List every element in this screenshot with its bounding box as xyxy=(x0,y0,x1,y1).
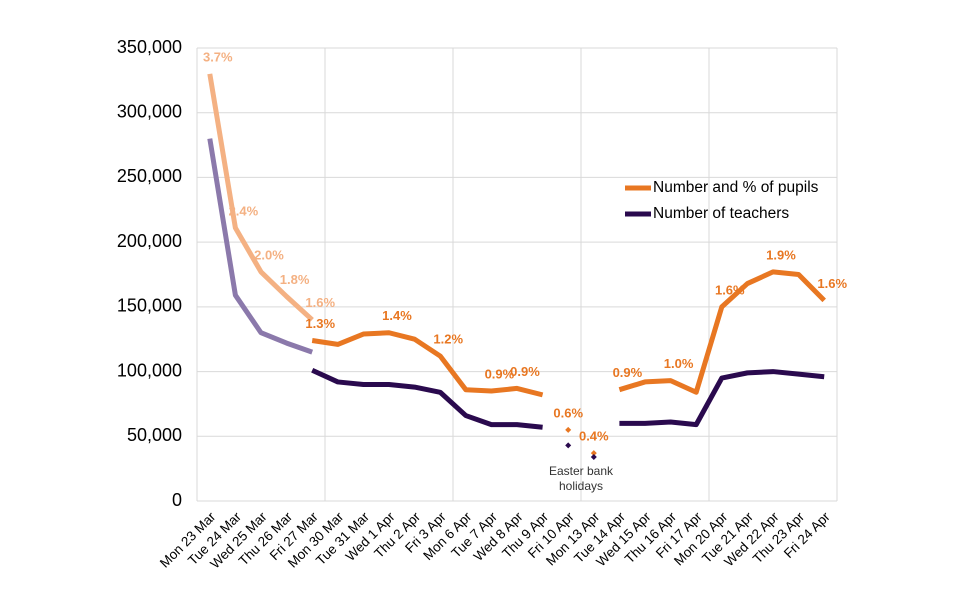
data-label: 1.6% xyxy=(305,295,335,310)
data-label: 2.4% xyxy=(229,203,259,218)
data-label: 0.9% xyxy=(510,364,540,379)
data-label: 0.6% xyxy=(553,405,583,420)
point-marker xyxy=(590,450,597,457)
y-tick-label: 200,000 xyxy=(117,231,182,251)
series-line xyxy=(207,138,314,355)
series-line xyxy=(311,269,826,398)
data-label: 0.9% xyxy=(485,366,515,381)
y-tick-label: 150,000 xyxy=(117,296,182,316)
y-tick-label: 100,000 xyxy=(117,360,182,380)
data-label: 1.0% xyxy=(664,356,694,371)
data-label: 1.6% xyxy=(817,276,847,291)
data-label: 1.6% xyxy=(715,282,745,297)
y-tick-label: 300,000 xyxy=(117,101,182,121)
data-label: 1.4% xyxy=(382,308,412,323)
data-label: 3.7% xyxy=(203,49,233,64)
data-label: 0.9% xyxy=(613,365,643,380)
point-marker xyxy=(565,426,572,433)
series-line xyxy=(207,73,314,322)
data-label: 0.4% xyxy=(579,429,609,444)
y-tick-label: 50,000 xyxy=(127,425,182,445)
legend-label: Number of teachers xyxy=(653,205,789,222)
y-tick-label: 350,000 xyxy=(117,37,182,57)
data-label: 1.3% xyxy=(305,316,335,331)
annotation: Easter bank xyxy=(549,464,614,478)
point-marker xyxy=(590,453,597,460)
data-label: 1.8% xyxy=(280,272,310,287)
y-tick-label: 0 xyxy=(172,490,182,510)
data-label: 1.9% xyxy=(766,247,796,262)
annotation: holidays xyxy=(559,479,603,493)
point-marker xyxy=(565,442,572,449)
data-label: 2.0% xyxy=(254,247,284,262)
data-label: 1.2% xyxy=(433,331,463,346)
legend-label: Number and % of pupils xyxy=(653,179,819,196)
series-line xyxy=(311,368,825,430)
y-tick-label: 250,000 xyxy=(117,166,182,186)
